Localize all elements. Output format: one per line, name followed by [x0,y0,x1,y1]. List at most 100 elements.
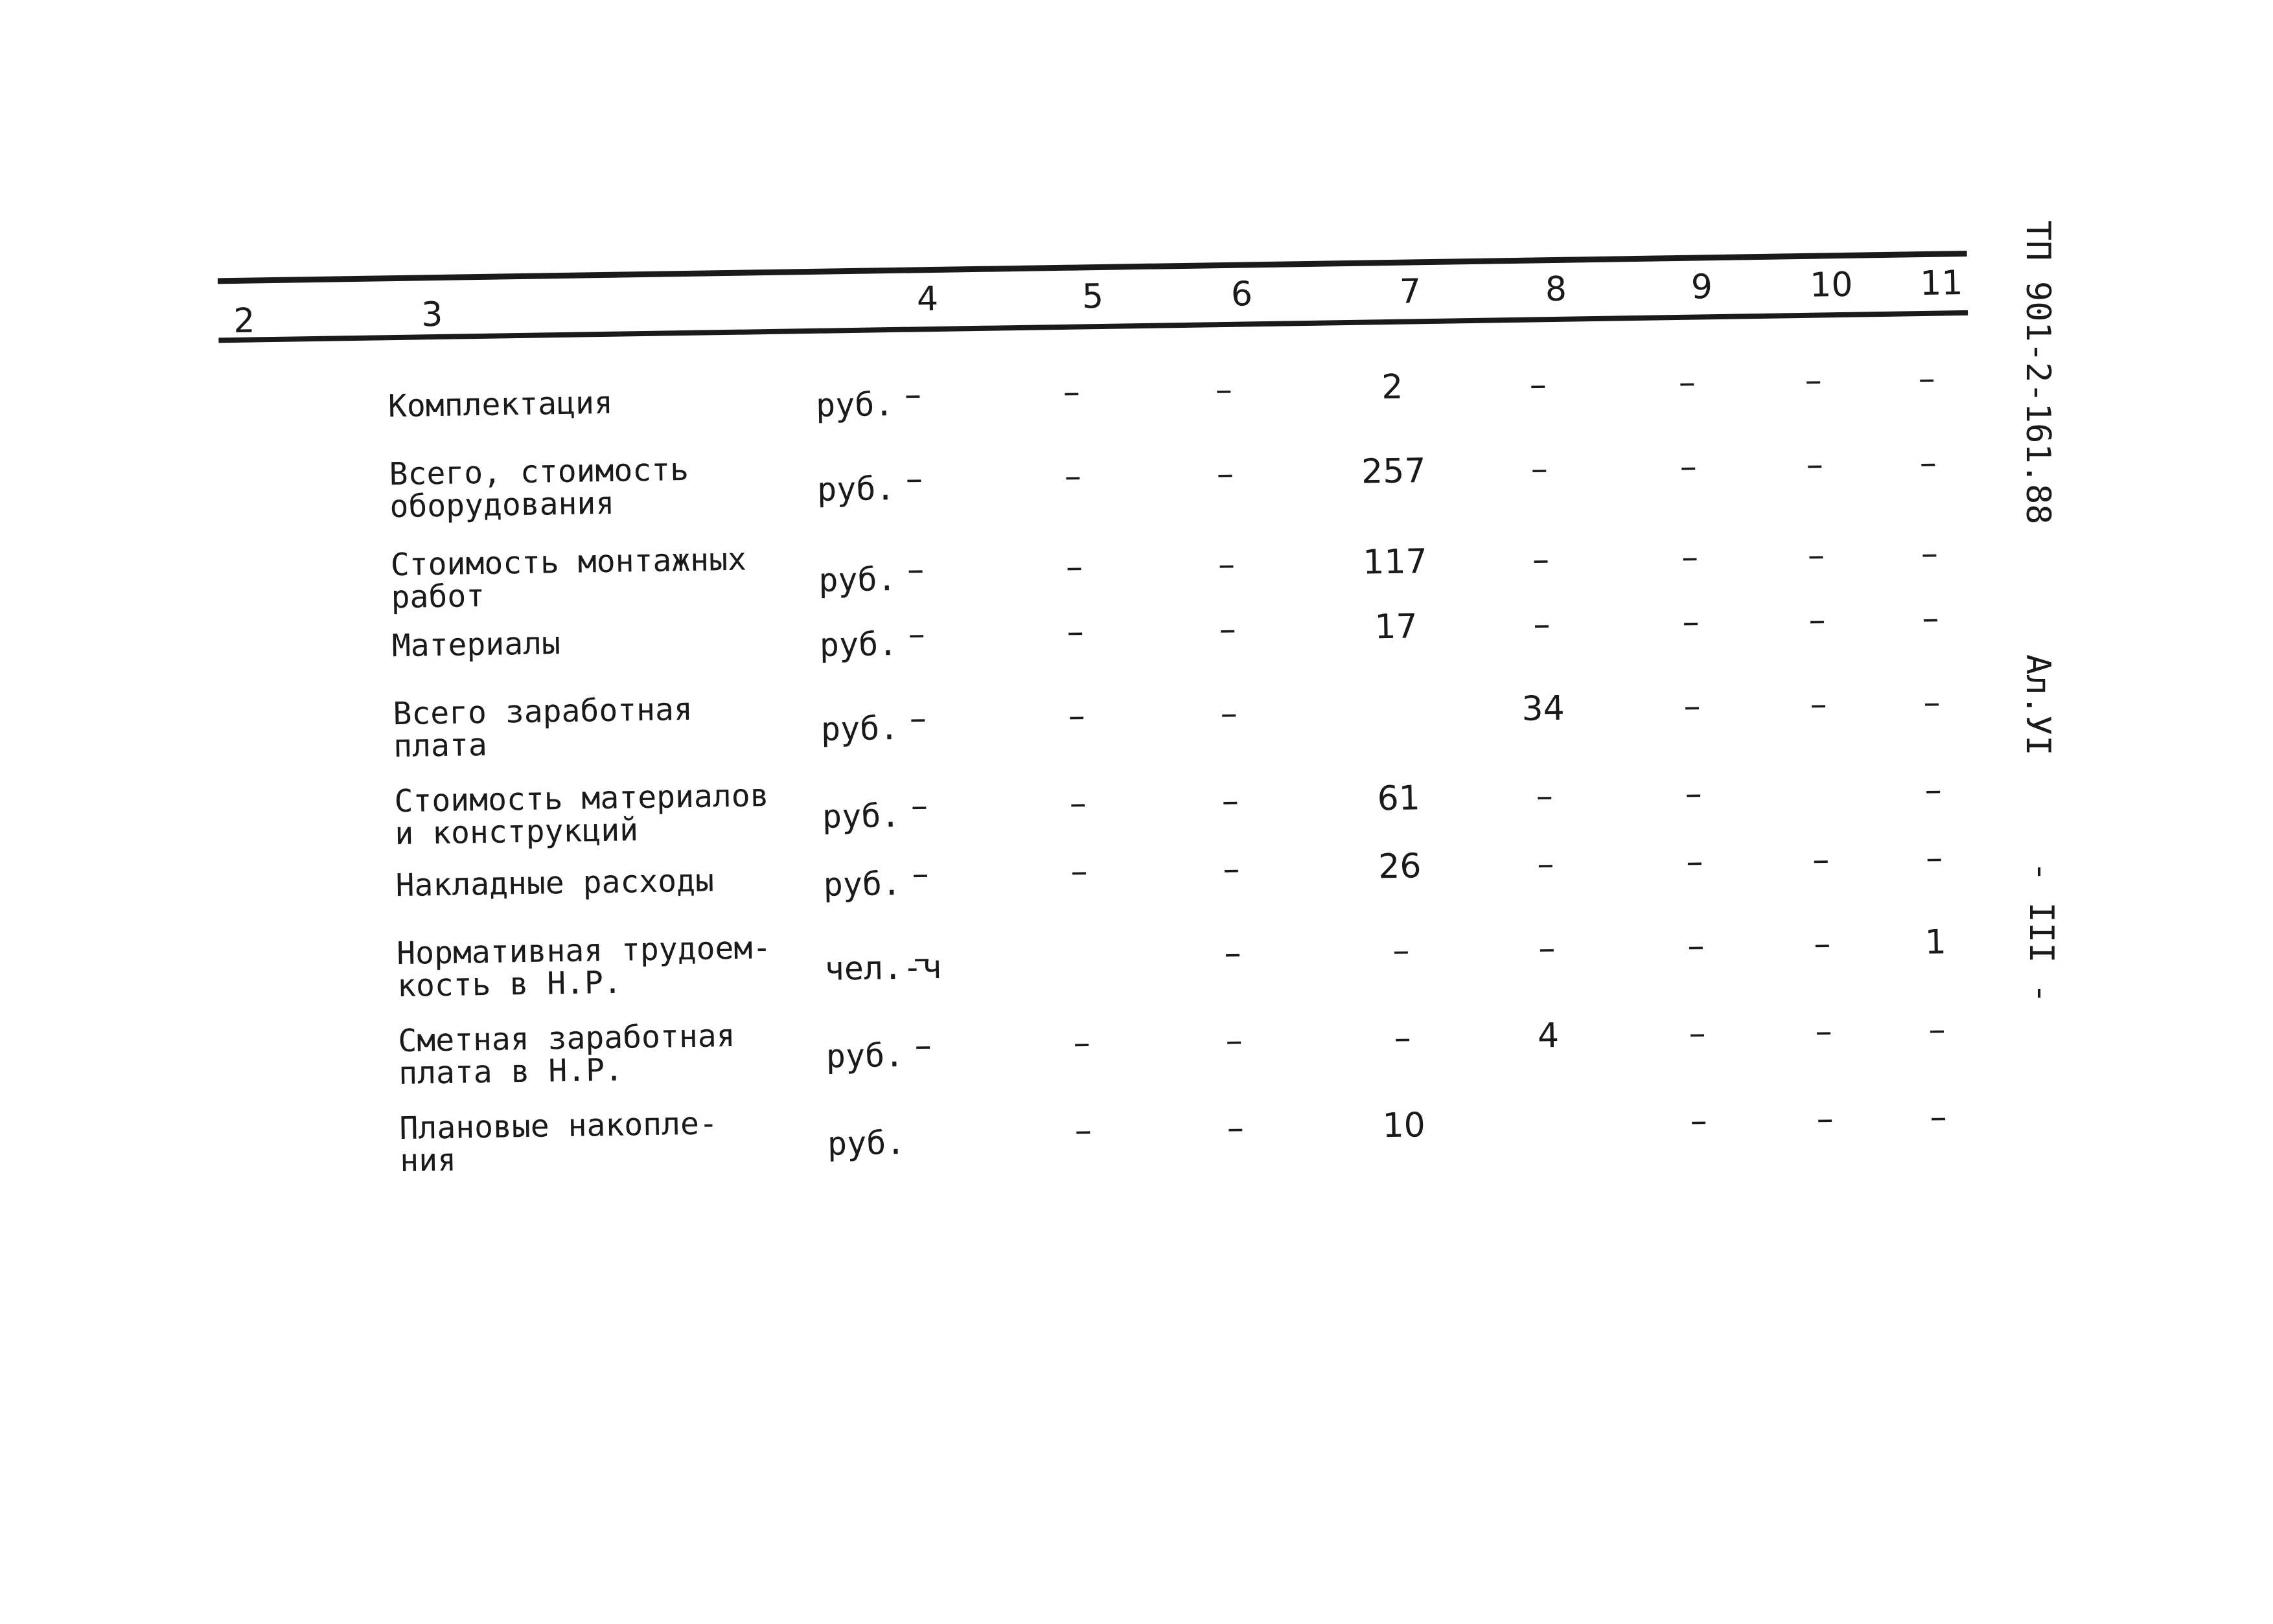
row-name: Накладные расходы [395,862,715,904]
row-cell-col-5: – [1069,784,1087,823]
row-cell-col-4: – [914,1026,932,1066]
row-cell-col-8: – [1533,605,1551,645]
row-cell-col-8 [1497,1103,1601,1105]
row-cell-col-6: – [1227,1108,1245,1149]
page-number-label: - III - [2022,862,2060,1004]
row-cell-col-10 [1768,772,1871,773]
row-cell-col-6: – [1220,694,1238,734]
row-cell-col-4: – [909,699,927,738]
column-number-4: 4 [916,279,939,319]
row-cell-col-6: – [1221,781,1240,821]
column-number-2: 2 [233,301,255,341]
row-cell-col-7: 61 [1377,779,1421,819]
column-number-5: 5 [1081,277,1104,317]
column-number-6: 6 [1230,275,1253,314]
column-number-11: 11 [1919,264,1963,304]
column-number-3: 3 [421,295,443,335]
album-label: Ал.УI [2018,654,2057,756]
row-cell-col-4: – [911,854,929,894]
row-cell-col-5: – [1064,457,1082,496]
row-cell-col-9: – [1688,1014,1706,1053]
row-cell-col-5: – [1073,1024,1091,1063]
row-cell-col-11: – [1924,770,1943,810]
row-cell-col-11: – [1930,1097,1948,1138]
column-number-8: 8 [1545,269,1567,310]
row-cell-col-10: – [1807,536,1825,575]
document-code-label: ТП 901-2-161.88 [2018,220,2057,525]
row-cell-col-9: – [1678,363,1696,402]
row-cell-col-5: – [1068,696,1086,736]
row-cell-col-6: – [1215,370,1233,410]
row-cell-col-4: – [904,375,922,415]
row-cell-col-4 [872,1113,976,1115]
row-cell-col-8: – [1529,365,1547,405]
row-cell-col-11: – [1921,599,1939,639]
row-cell-col-11: – [1925,838,1943,878]
row-name: Всего заработная плата [393,691,693,765]
row-cell-col-8: – [1536,845,1554,884]
row-cell-col-6: – [1223,933,1241,974]
row-cell-col-5: – [1065,547,1083,587]
row-cell-col-7: 257 [1361,452,1426,492]
row-cell-col-8: – [1536,777,1554,816]
row-cell-col-7: 26 [1378,847,1422,887]
row-cell-col-7: 117 [1362,542,1428,582]
row-cell-col-9: – [1679,447,1698,486]
row-cell-col-6: – [1217,545,1236,585]
row-cell-col-6: – [1219,610,1237,650]
row-cell-col-10: – [1806,445,1824,485]
row-cell-col-5: – [1074,1111,1092,1150]
column-number-7: 7 [1399,272,1422,312]
row-cell-col-4: – [908,615,926,654]
row-cell-col-10: – [1808,600,1826,640]
row-name: Стоимость монтажных работ [390,541,747,616]
row-cell-col-5 [1028,935,1132,937]
row-cell-col-6: – [1216,454,1234,494]
row-cell-col-9: – [1681,538,1699,577]
row-name: Нормативная трудоем- кость в Н.Р. [396,930,772,1005]
row-cell-col-9: – [1682,602,1700,642]
row-cell-col-5: – [1070,852,1088,891]
row-cell-col-11: – [1928,1010,1946,1050]
row-cell-col-7: – [1394,1018,1411,1058]
row-name: Сметная заработная плата в Н.Р. [397,1017,735,1092]
row-unit: руб. [827,1123,906,1163]
row-cell-col-8: – [1530,450,1549,489]
row-cell-col-11: – [1921,534,1939,574]
row-cell-col-10: – [1810,685,1827,724]
row-cell-col-10: – [1805,361,1823,400]
row-cell-col-11: – [1918,359,1936,399]
row-name: Комплектация [387,384,614,425]
row-cell-col-9: – [1683,687,1702,726]
row-cell-col-10: – [1814,1012,1832,1051]
table-body: Комплектация руб. – – – 2 – – – – Всего, стоимость… [0,0,2263,1179]
row-cell-col-8: 34 [1521,689,1565,729]
row-cell-col-7: 17 [1374,607,1418,647]
row-cell-col-5: – [1067,612,1085,652]
row-cell-col-11: 1 [1924,922,1947,963]
row-cell-col-7: 10 [1382,1106,1426,1146]
row-name: Материалы [391,625,561,665]
row-name: Стоимость материалов и конструкций [394,777,769,852]
row-cell-col-8: 4 [1537,1016,1560,1056]
row-cell-col-6: – [1222,849,1240,889]
row-cell-col-7: 2 [1381,367,1403,407]
column-number-10: 10 [1809,265,1853,305]
row-cell-col-9: – [1685,842,1703,882]
row-cell-col-9: – [1685,774,1703,814]
row-cell-col-10: – [1813,924,1831,964]
row-cell-col-9: – [1690,1101,1708,1141]
row-cell-col-11: – [1923,683,1941,723]
row-cell-col-10: – [1816,1099,1834,1139]
row-cell-col-10: – [1812,840,1830,880]
row-cell-col-8: – [1538,929,1556,968]
row-cell-col-4: – [910,786,929,826]
row-cell-col-6: – [1225,1021,1243,1061]
row-cell-col-5: – [1063,372,1081,412]
row-cell-col-4: – [906,550,925,589]
row-name: Плановые накопле- ния [399,1105,719,1180]
row-cell-col-4: – [913,939,930,978]
row-cell-col-4: – [905,459,923,499]
column-number-9: 9 [1690,268,1713,307]
